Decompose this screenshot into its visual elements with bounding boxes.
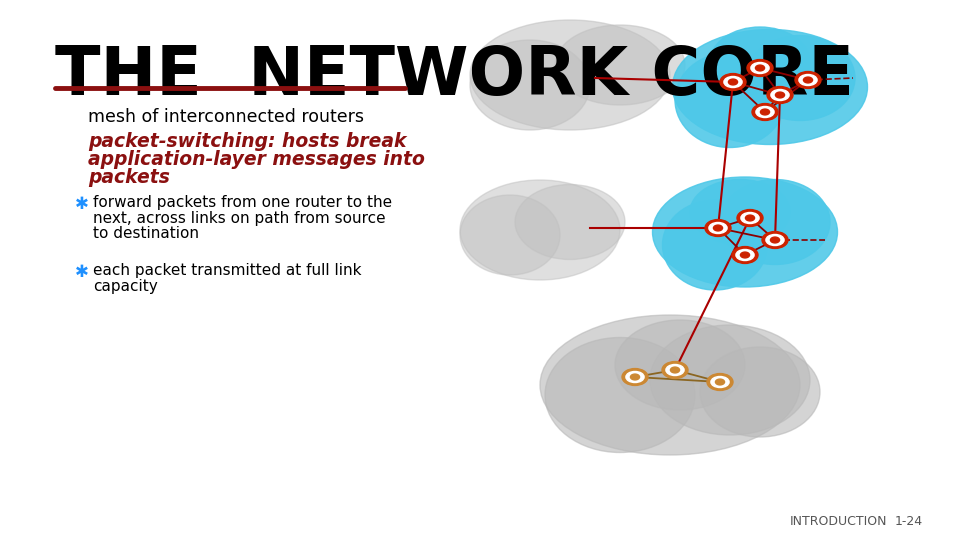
Ellipse shape — [615, 320, 745, 410]
Ellipse shape — [662, 200, 767, 290]
Text: 1-24: 1-24 — [895, 515, 924, 528]
Ellipse shape — [470, 40, 590, 130]
Ellipse shape — [675, 52, 785, 147]
Text: capacity: capacity — [93, 279, 157, 294]
Ellipse shape — [804, 77, 812, 83]
Ellipse shape — [666, 364, 684, 375]
Ellipse shape — [767, 86, 793, 104]
Ellipse shape — [515, 185, 625, 260]
Text: INTRODUCTION: INTRODUCTION — [790, 515, 887, 528]
Ellipse shape — [670, 367, 680, 373]
Ellipse shape — [720, 179, 830, 265]
Ellipse shape — [729, 79, 737, 85]
Ellipse shape — [673, 30, 868, 145]
Ellipse shape — [626, 372, 644, 382]
Ellipse shape — [746, 215, 755, 221]
Ellipse shape — [650, 325, 810, 435]
Ellipse shape — [707, 374, 733, 390]
Ellipse shape — [747, 59, 773, 77]
Text: application-layer messages into: application-layer messages into — [88, 150, 425, 169]
Text: THE  NETWORK CORE: THE NETWORK CORE — [55, 43, 853, 109]
Text: next, across links on path from source: next, across links on path from source — [93, 211, 386, 226]
Text: ✱: ✱ — [75, 195, 89, 213]
Ellipse shape — [771, 90, 789, 100]
Text: packets: packets — [88, 168, 170, 187]
Ellipse shape — [762, 232, 788, 248]
Ellipse shape — [631, 374, 639, 380]
Ellipse shape — [622, 368, 648, 386]
Ellipse shape — [662, 362, 688, 379]
Ellipse shape — [555, 25, 685, 105]
Ellipse shape — [470, 20, 670, 130]
Ellipse shape — [751, 63, 769, 73]
Ellipse shape — [713, 225, 723, 231]
Ellipse shape — [776, 92, 784, 98]
Ellipse shape — [766, 234, 784, 246]
Ellipse shape — [545, 338, 695, 453]
Ellipse shape — [700, 347, 820, 437]
Ellipse shape — [736, 249, 755, 260]
Ellipse shape — [715, 379, 725, 385]
Ellipse shape — [708, 222, 727, 233]
Ellipse shape — [745, 36, 855, 120]
Text: ✱: ✱ — [75, 263, 89, 281]
Text: forward packets from one router to the: forward packets from one router to the — [93, 195, 392, 210]
Ellipse shape — [741, 212, 759, 224]
Ellipse shape — [760, 109, 770, 115]
Ellipse shape — [711, 376, 729, 388]
Ellipse shape — [771, 237, 780, 243]
Ellipse shape — [795, 71, 821, 89]
Ellipse shape — [756, 106, 774, 118]
Text: to destination: to destination — [93, 226, 199, 241]
Ellipse shape — [799, 75, 817, 85]
Ellipse shape — [540, 315, 800, 455]
Ellipse shape — [720, 73, 746, 91]
Ellipse shape — [724, 77, 742, 87]
Ellipse shape — [460, 180, 620, 280]
Ellipse shape — [653, 177, 837, 287]
Ellipse shape — [756, 65, 764, 71]
Ellipse shape — [732, 247, 758, 264]
Ellipse shape — [705, 220, 731, 237]
Ellipse shape — [737, 210, 763, 226]
Ellipse shape — [752, 104, 778, 120]
Ellipse shape — [710, 27, 810, 97]
Text: each packet transmitted at full link: each packet transmitted at full link — [93, 263, 362, 278]
Ellipse shape — [740, 252, 750, 258]
Text: mesh of interconnected routers: mesh of interconnected routers — [88, 108, 364, 126]
Ellipse shape — [690, 179, 790, 245]
Ellipse shape — [460, 195, 560, 275]
Text: packet-switching: hosts break: packet-switching: hosts break — [88, 132, 406, 151]
